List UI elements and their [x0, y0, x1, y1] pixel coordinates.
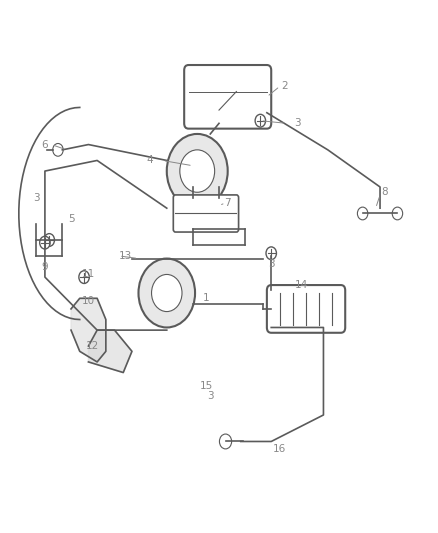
Circle shape [266, 247, 276, 260]
Circle shape [44, 233, 54, 246]
Text: 5: 5 [68, 214, 74, 224]
Text: 4: 4 [146, 156, 153, 165]
Text: 7: 7 [224, 198, 231, 208]
Circle shape [152, 274, 182, 312]
Text: 12: 12 [86, 341, 99, 351]
Text: 11: 11 [82, 270, 95, 279]
FancyBboxPatch shape [184, 65, 271, 128]
Text: 13: 13 [119, 251, 132, 261]
Text: 3: 3 [268, 259, 275, 269]
Polygon shape [71, 298, 106, 362]
Circle shape [167, 134, 228, 208]
Circle shape [53, 143, 63, 156]
FancyBboxPatch shape [267, 285, 345, 333]
Circle shape [392, 207, 403, 220]
Text: 8: 8 [381, 187, 388, 197]
Text: 3: 3 [207, 391, 214, 401]
Text: 2: 2 [281, 81, 288, 91]
Text: 3: 3 [294, 118, 300, 128]
Text: 1: 1 [203, 293, 209, 303]
Circle shape [219, 434, 232, 449]
Text: 9: 9 [42, 262, 48, 271]
Text: 15: 15 [199, 381, 212, 391]
Circle shape [357, 207, 368, 220]
Text: 14: 14 [295, 280, 308, 290]
Text: 16: 16 [273, 445, 286, 455]
Circle shape [40, 236, 50, 249]
Circle shape [180, 150, 215, 192]
Circle shape [255, 114, 265, 127]
Text: 3: 3 [33, 192, 39, 203]
Text: 6: 6 [42, 140, 48, 150]
Circle shape [79, 271, 89, 284]
FancyBboxPatch shape [173, 195, 239, 232]
Circle shape [138, 259, 195, 327]
Text: 10: 10 [82, 296, 95, 306]
Polygon shape [88, 330, 132, 373]
